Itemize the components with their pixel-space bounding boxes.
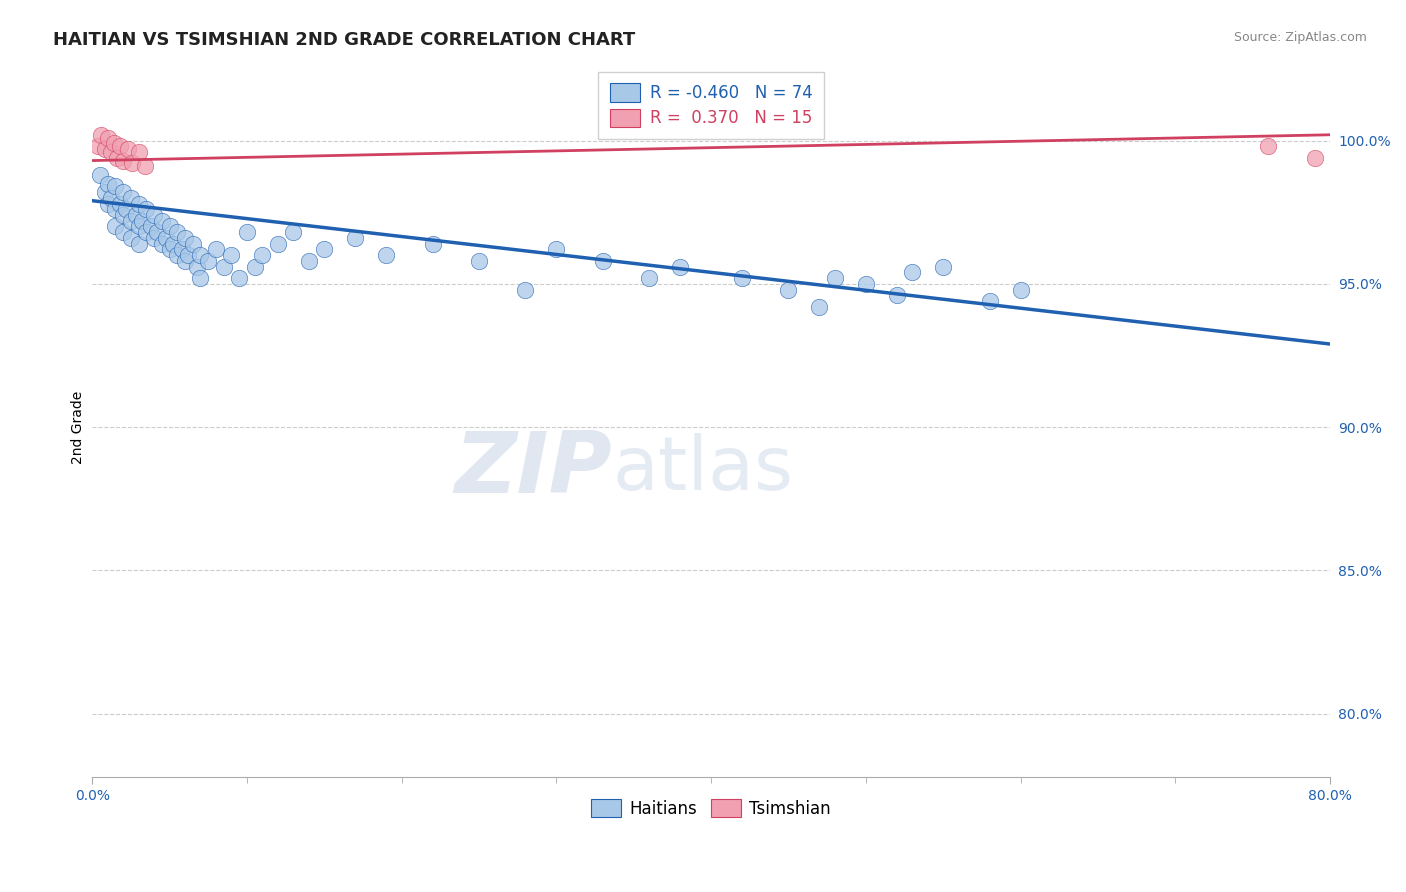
Point <box>146 225 169 239</box>
Point <box>93 185 115 199</box>
Point <box>104 179 127 194</box>
Point <box>104 219 127 234</box>
Point <box>283 225 305 239</box>
Point <box>197 253 219 268</box>
Point <box>108 139 131 153</box>
Point <box>243 260 266 274</box>
Point <box>120 231 142 245</box>
Point <box>824 271 846 285</box>
Point <box>150 213 173 227</box>
Point <box>252 248 274 262</box>
Y-axis label: 2nd Grade: 2nd Grade <box>72 391 86 464</box>
Point <box>121 156 143 170</box>
Point <box>1303 151 1326 165</box>
Point <box>855 277 877 291</box>
Point <box>112 185 135 199</box>
Point <box>174 253 197 268</box>
Point <box>267 236 290 251</box>
Text: Source: ZipAtlas.com: Source: ZipAtlas.com <box>1233 31 1367 45</box>
Point <box>128 145 150 159</box>
Point <box>166 225 188 239</box>
Text: HAITIAN VS TSIMSHIAN 2ND GRADE CORRELATION CHART: HAITIAN VS TSIMSHIAN 2ND GRADE CORRELATI… <box>53 31 636 49</box>
Point <box>128 196 150 211</box>
Point <box>120 213 142 227</box>
Point <box>90 128 112 142</box>
Point <box>124 208 146 222</box>
Point <box>117 142 139 156</box>
Point <box>177 248 200 262</box>
Legend: Haitians, Tsimshian: Haitians, Tsimshian <box>585 792 838 824</box>
Point <box>228 271 250 285</box>
Point <box>162 236 184 251</box>
Point <box>422 236 444 251</box>
Point <box>298 253 321 268</box>
Point <box>170 243 193 257</box>
Point <box>731 271 754 285</box>
Point <box>592 253 614 268</box>
Point <box>159 243 181 257</box>
Point <box>186 260 208 274</box>
Point <box>89 168 111 182</box>
Point <box>159 219 181 234</box>
Point <box>515 283 537 297</box>
Point <box>143 231 166 245</box>
Point <box>134 159 156 173</box>
Point <box>150 236 173 251</box>
Text: atlas: atlas <box>612 433 793 506</box>
Point <box>190 248 212 262</box>
Point <box>155 231 177 245</box>
Point <box>131 213 153 227</box>
Point <box>112 153 135 168</box>
Point <box>932 260 955 274</box>
Point <box>190 271 212 285</box>
Point <box>181 236 204 251</box>
Point <box>112 225 135 239</box>
Point <box>886 288 908 302</box>
Point <box>97 130 120 145</box>
Point <box>105 151 128 165</box>
Point <box>778 283 800 297</box>
Point <box>205 243 228 257</box>
Point <box>1257 139 1279 153</box>
Point <box>979 293 1001 308</box>
Point <box>669 260 692 274</box>
Point <box>236 225 259 239</box>
Point <box>104 202 127 217</box>
Point <box>87 139 110 153</box>
Point <box>135 225 157 239</box>
Point <box>808 300 831 314</box>
Point <box>103 136 125 151</box>
Point <box>135 202 157 217</box>
Point <box>174 231 197 245</box>
Point <box>128 236 150 251</box>
Point <box>638 271 661 285</box>
Point <box>221 248 243 262</box>
Point <box>93 142 115 156</box>
Point <box>314 243 336 257</box>
Point <box>115 202 138 217</box>
Point <box>139 219 162 234</box>
Point <box>1010 283 1032 297</box>
Point <box>97 177 120 191</box>
Point <box>97 196 120 211</box>
Point <box>901 265 924 279</box>
Point <box>112 208 135 222</box>
Point <box>100 191 122 205</box>
Point <box>546 243 568 257</box>
Text: ZIP: ZIP <box>454 427 612 510</box>
Point <box>108 196 131 211</box>
Point <box>468 253 491 268</box>
Point <box>100 145 122 159</box>
Point <box>128 219 150 234</box>
Point <box>120 191 142 205</box>
Point <box>166 248 188 262</box>
Point <box>143 208 166 222</box>
Point <box>344 231 367 245</box>
Point <box>212 260 235 274</box>
Point <box>375 248 398 262</box>
